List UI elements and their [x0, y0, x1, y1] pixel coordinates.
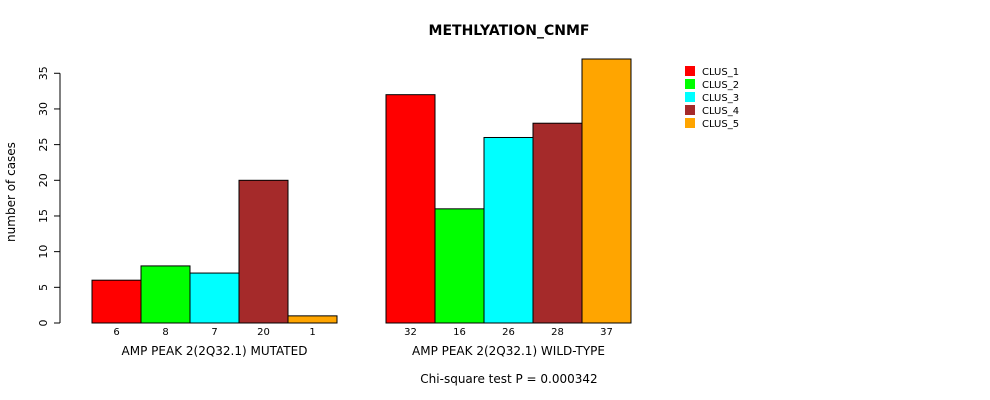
bar-clus-4-group-1: [238, 179, 289, 324]
bar-value-label: 1: [309, 327, 315, 338]
bars: 6 8 7 20 1 32 16 26 28 37: [91, 58, 632, 338]
legend-swatch-clus-4: [685, 105, 695, 115]
group-labels: AMP PEAK 2(2Q32.1) MUTATED AMP PEAK 2(2Q3…: [122, 344, 605, 358]
bar-clus-5-group-2: [581, 58, 632, 324]
y-tick-label: 15: [37, 209, 50, 223]
chi-square-footnote: Chi-square test P = 0.000342: [420, 372, 597, 386]
legend-swatch-clus-5: [685, 118, 695, 128]
legend-label: CLUS_5: [702, 119, 739, 130]
legend-label: CLUS_2: [702, 80, 739, 91]
legend-swatch-clus-3: [685, 92, 695, 102]
bar-value-label: 32: [404, 327, 417, 338]
bar-value-label: 28: [551, 327, 564, 338]
bar-value-label: 26: [502, 327, 515, 338]
bar-value-label: 8: [162, 327, 168, 338]
y-axis: 0 5 10 15 20 25 30 35: [37, 66, 61, 327]
bar-clus-2-group-1: [140, 265, 191, 324]
chart-title: METHLYATION_CNMF: [429, 23, 590, 39]
y-tick-label: 35: [37, 66, 50, 80]
y-tick-label: 30: [37, 102, 50, 116]
bar-clus-2-group-2: [434, 208, 485, 324]
bar-value-label: 20: [257, 327, 270, 338]
y-tick-label: 10: [37, 245, 50, 259]
legend-swatch-clus-1: [685, 66, 695, 76]
bar-clus-3-group-1: [189, 272, 240, 324]
y-axis-label: number of cases: [4, 142, 18, 242]
y-tick-label: 25: [37, 138, 50, 152]
bar-value-label: 6: [113, 327, 119, 338]
legend-label: CLUS_3: [702, 93, 739, 104]
legend: CLUS_1 CLUS_2 CLUS_3 CLUS_4 CLUS_5: [685, 66, 739, 130]
legend-label: CLUS_1: [702, 67, 739, 78]
bar-value-label: 7: [211, 327, 217, 338]
y-tick-label: 5: [37, 284, 50, 291]
bar-clus-3-group-2: [483, 136, 534, 324]
bar-clus-5-group-1: [287, 315, 338, 324]
group-label: AMP PEAK 2(2Q32.1) MUTATED: [122, 344, 308, 358]
y-tick-label: 0: [37, 320, 50, 327]
legend-label: CLUS_4: [702, 106, 739, 117]
bar-clus-1-group-1: [91, 279, 142, 324]
bar-clus-1-group-2: [385, 94, 436, 324]
legend-swatch-clus-2: [685, 79, 695, 89]
bar-value-label: 16: [453, 327, 466, 338]
bar-clus-4-group-2: [532, 122, 583, 324]
y-tick-label: 20: [37, 173, 50, 187]
bar-value-label: 37: [600, 327, 613, 338]
group-label: AMP PEAK 2(2Q32.1) WILD-TYPE: [412, 344, 605, 358]
